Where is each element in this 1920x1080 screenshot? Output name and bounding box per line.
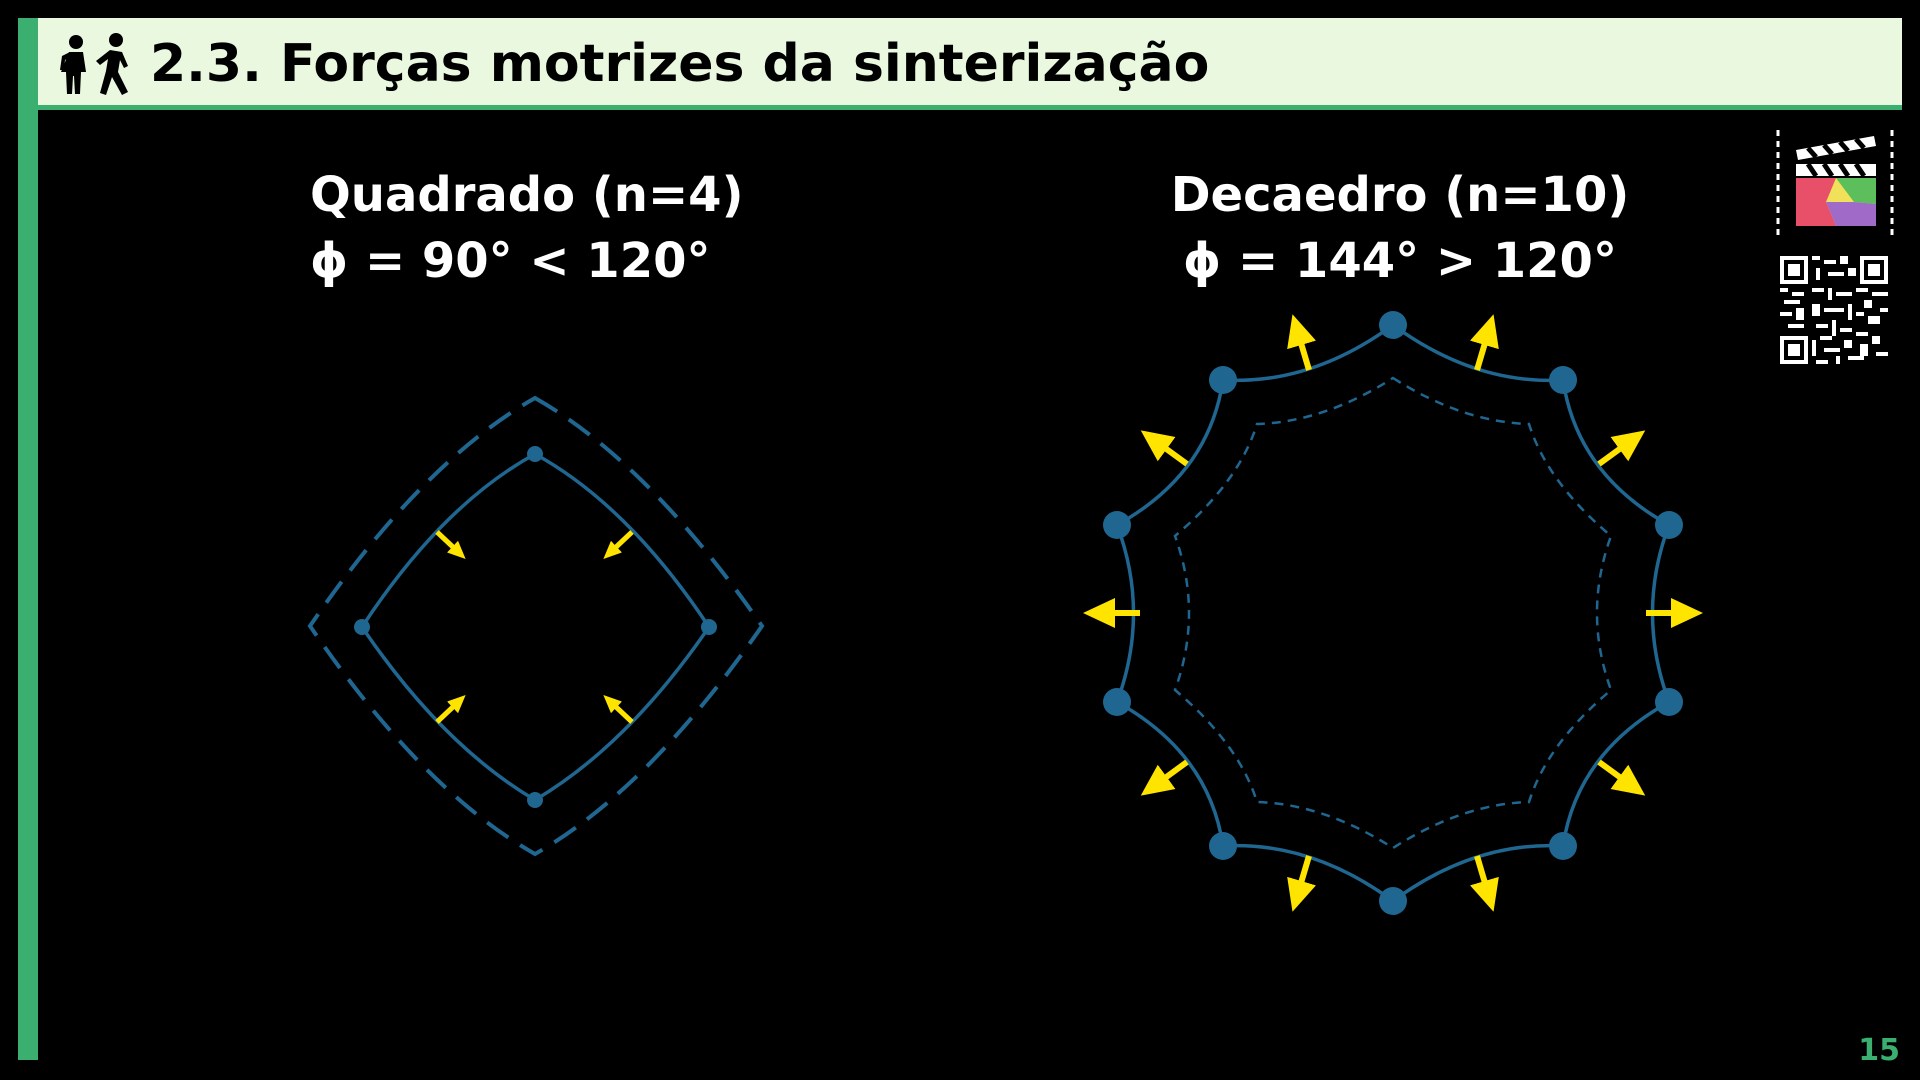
video-clapperboard-icon[interactable]	[1776, 130, 1894, 236]
decahedron-vertex	[1209, 832, 1237, 860]
square-inward-arrow	[603, 530, 634, 559]
decahedron-angle: ϕ = 144° > 120°	[1183, 233, 1617, 289]
decahedron-grain	[1083, 311, 1703, 915]
decahedron-outward-arrow	[1597, 759, 1646, 796]
square-inward-arrow	[435, 695, 466, 724]
decahedron-caption: Decaedro (n=10) ϕ = 144° > 120°	[1160, 162, 1640, 294]
left-accent-bar	[18, 18, 38, 1060]
decahedron-outward-arrow	[1470, 855, 1499, 912]
people-walking-icon	[60, 33, 128, 95]
decahedron-vertex	[1379, 887, 1407, 915]
square-vertex	[701, 619, 717, 635]
page-number: 15	[1858, 1033, 1900, 1068]
square-vertex	[527, 792, 543, 808]
decahedron-outward-arrow	[1287, 855, 1316, 912]
square-caption: Quadrado (n=4) ϕ = 90° < 120°	[310, 162, 744, 294]
square-inward-arrow	[435, 530, 466, 559]
page-title: 2.3. Forças motrizes da sinterização	[150, 34, 1210, 94]
square-angle: ϕ = 90° < 120°	[310, 233, 711, 289]
decahedron-name: Decaedro (n=10)	[1170, 167, 1630, 223]
square-vertex	[527, 446, 543, 462]
decahedron-outward-arrow	[1140, 430, 1189, 467]
square-outer-dashed-boundary	[307, 395, 765, 857]
square-grain-boundary	[359, 452, 712, 803]
decahedron-outward-arrow	[1287, 314, 1316, 371]
decahedron-vertex	[1103, 688, 1131, 716]
decahedron-outward-arrow	[1470, 314, 1499, 371]
decahedron-outward-arrow	[1140, 759, 1189, 796]
decahedron-vertex	[1549, 832, 1577, 860]
square-inward-arrow	[603, 695, 634, 724]
qr-code[interactable]	[1780, 256, 1888, 364]
decahedron-grain-boundary	[1114, 322, 1672, 904]
square-grain	[307, 395, 765, 857]
square-vertex	[354, 619, 370, 635]
decahedron-inner-dashed-boundary	[1173, 376, 1613, 850]
title-bar: 2.3. Forças motrizes da sinterização	[38, 18, 1902, 110]
decahedron-vertex	[1655, 688, 1683, 716]
decahedron-vertex	[1209, 366, 1237, 394]
decahedron-vertex	[1103, 511, 1131, 539]
decahedron-vertex	[1549, 366, 1577, 394]
decahedron-vertex	[1379, 311, 1407, 339]
decahedron-vertex	[1655, 511, 1683, 539]
decahedron-outward-arrow	[1597, 430, 1646, 467]
square-name: Quadrado (n=4)	[310, 167, 744, 223]
